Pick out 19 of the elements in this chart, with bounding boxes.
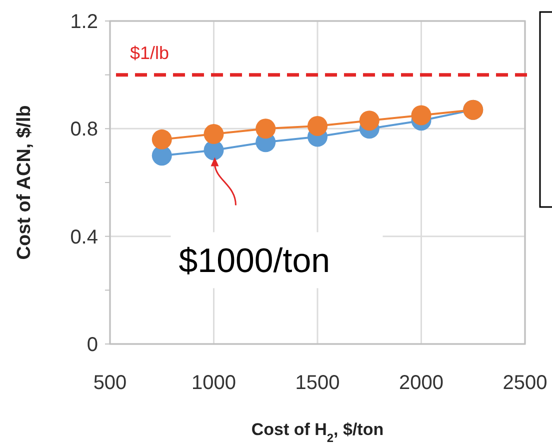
point xyxy=(256,118,276,139)
x-tick-label: 500 xyxy=(93,372,127,394)
y-axis-title: Cost of ACN, $/lb xyxy=(14,105,35,260)
x-tick-label: 1500 xyxy=(295,372,340,394)
point xyxy=(152,129,172,150)
y-tick-label: 0 xyxy=(86,334,98,356)
x-axis-title: Cost of H$_{2}$, $/ton xyxy=(251,420,384,444)
point xyxy=(308,116,328,136)
ref-line-label: $1/lb xyxy=(130,42,170,63)
y-tick-label: 1.2 xyxy=(70,11,98,33)
annotation: $1000/ton xyxy=(178,242,330,280)
point xyxy=(204,124,224,144)
x-tick-label: 1000 xyxy=(192,372,236,394)
point xyxy=(359,110,380,131)
x-tick-label: 2500 xyxy=(502,372,548,394)
x-tick-label: 2000 xyxy=(399,372,444,394)
point xyxy=(411,105,432,126)
y-tick-label: 0.8 xyxy=(70,118,98,141)
y-tick-label: 0.4 xyxy=(70,226,98,248)
